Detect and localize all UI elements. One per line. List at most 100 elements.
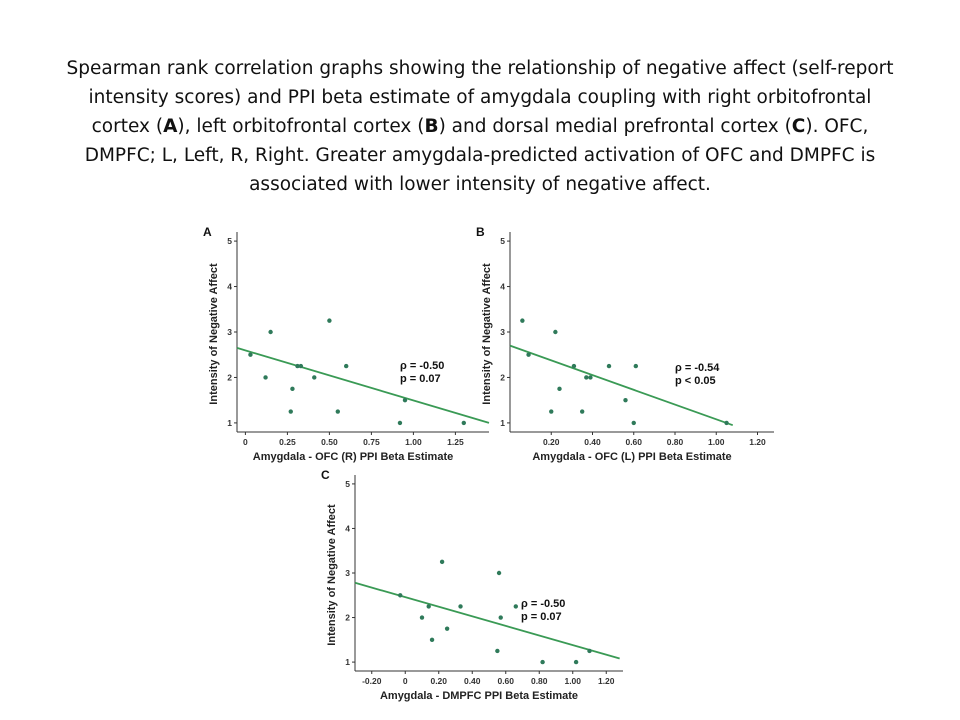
- y-tick-label: 3: [500, 327, 505, 337]
- data-point: [444, 626, 450, 631]
- data-point: [584, 375, 589, 380]
- y-tick-label: 2: [345, 613, 350, 623]
- caption-text-3: ) and dorsal medial prefrontal cortex (: [438, 116, 792, 137]
- data-point: [290, 386, 295, 392]
- scatter-plot-c: C 1 2 3 4 5 -0.20 0 0.20 0.40 0.60 0.80 1.00 1.20 Amyg…: [321, 468, 623, 702]
- data-point: [344, 363, 349, 369]
- x-tick-label: -0.20: [362, 676, 382, 686]
- data-point: [588, 375, 593, 380]
- data-point: [520, 318, 525, 323]
- data-point: [496, 570, 502, 576]
- x-tick-label: 0.20: [430, 676, 447, 686]
- y-tick-label: 1: [227, 418, 232, 428]
- x-tick-label: 1.00: [405, 437, 422, 447]
- rho-annotation-b: ρ = -0.54: [675, 362, 720, 374]
- data-point: [426, 604, 431, 609]
- y-axis-label-b: Intensity of Negative Affect: [481, 263, 493, 405]
- regression-line-b: [509, 344, 734, 427]
- y-tick-label: 5: [345, 479, 350, 489]
- x-tick-label: 0.60: [497, 676, 514, 686]
- caption-text-1: Spearman rank correlation graphs showing…: [66, 58, 894, 137]
- data-point: [631, 420, 636, 426]
- data-point: [439, 559, 445, 565]
- y-tick-label: 5: [227, 236, 232, 246]
- data-point: [458, 604, 463, 609]
- regression-line-c: [354, 581, 620, 660]
- y-tick-label: 5: [500, 236, 505, 246]
- x-tick-label: 1.25: [447, 437, 464, 447]
- x-tick-label: 1.20: [749, 437, 766, 447]
- data-point: [312, 375, 317, 380]
- y-tick-label: 4: [227, 282, 232, 292]
- data-point: [587, 648, 592, 654]
- x-tick-label: 0.20: [543, 437, 560, 447]
- y-axis-label-a: Intensity of Negative Affect: [208, 263, 220, 405]
- caption-text-4: ). OFC, DMPFC; L, Left, R, Right. Greate…: [84, 116, 876, 195]
- p-value-annotation-a: p = 0.07: [400, 373, 441, 385]
- data-point: [513, 604, 518, 609]
- x-tick-label: 0.25: [279, 437, 296, 447]
- x-tick-label: 0.40: [584, 437, 601, 447]
- scatter-plot-a: A 1 2 3 4 5 0 0.25 0.50 0.75 1.00 1.25 Amygdala - OF…: [203, 225, 490, 463]
- y-tick-label: 1: [345, 657, 350, 667]
- data-point: [298, 363, 304, 369]
- data-point: [579, 409, 585, 414]
- y-tick-label: 2: [227, 372, 232, 382]
- data-point: [549, 409, 554, 414]
- panel-letter-b: B: [476, 225, 485, 239]
- x-tick-label: 0.80: [667, 437, 684, 447]
- y-tick-label: 4: [345, 523, 350, 533]
- data-point: [429, 637, 435, 643]
- data-point: [724, 420, 729, 426]
- x-tick-label: 1.20: [598, 676, 615, 686]
- figure-caption: Spearman rank correlation graphs showing…: [60, 54, 900, 199]
- data-point: [295, 363, 300, 369]
- data-point: [633, 363, 639, 369]
- data-point: [526, 352, 531, 357]
- data-point: [419, 615, 425, 620]
- y-axis-label-c: Intensity of Negative Affect: [326, 504, 338, 646]
- data-point: [461, 420, 466, 426]
- x-tick-label: 1.00: [564, 676, 581, 686]
- rho-annotation-a: ρ = -0.50: [400, 360, 444, 372]
- x-tick-label: 0.50: [321, 437, 338, 447]
- x-axis-label-a: Amygdala - OFC (R) PPI Beta Estimate: [253, 451, 454, 463]
- data-point: [263, 375, 268, 380]
- data-point: [268, 329, 273, 335]
- data-point: [557, 386, 562, 392]
- data-point: [402, 397, 408, 403]
- x-axis-label-b: Amygdala - OFC (L) PPI Beta Estimate: [532, 451, 731, 463]
- x-tick-label: 0: [403, 676, 408, 686]
- data-point: [397, 420, 403, 426]
- x-tick-label: 0.80: [531, 676, 548, 686]
- regression-line-a: [236, 347, 490, 424]
- rho-annotation-c: ρ = -0.50: [521, 598, 565, 610]
- data-point: [498, 615, 503, 620]
- caption-panel-a: A: [163, 116, 178, 137]
- data-point: [623, 397, 628, 403]
- y-tick-label: 3: [227, 327, 232, 337]
- data-point: [571, 363, 577, 369]
- data-point: [540, 659, 545, 665]
- y-tick-label: 3: [345, 568, 350, 578]
- caption-text-2: ), left orbitofrontal cortex (: [177, 116, 425, 137]
- x-tick-label: 0.75: [363, 437, 380, 447]
- p-value-annotation-c: p = 0.07: [521, 611, 562, 623]
- data-point: [335, 409, 340, 414]
- y-tick-label: 4: [500, 282, 505, 292]
- x-tick-label: 1.00: [708, 437, 725, 447]
- scatter-plot-b: B 1 2 3 4 5 0.20 0.40 0.60 0.80 1.00 1.20 Amygdala -…: [476, 225, 774, 463]
- data-point: [248, 352, 253, 357]
- panel-letter-a: A: [203, 225, 212, 239]
- data-point: [553, 329, 558, 335]
- data-point: [495, 648, 500, 654]
- data-point: [288, 409, 293, 414]
- data-point: [398, 593, 403, 598]
- x-tick-label: 0.40: [464, 676, 481, 686]
- data-point: [573, 659, 579, 665]
- x-tick-label: 0.60: [625, 437, 642, 447]
- panel-letter-c: C: [321, 468, 330, 482]
- y-tick-label: 2: [500, 372, 505, 382]
- x-tick-label: 0: [243, 437, 248, 447]
- data-point: [606, 363, 612, 369]
